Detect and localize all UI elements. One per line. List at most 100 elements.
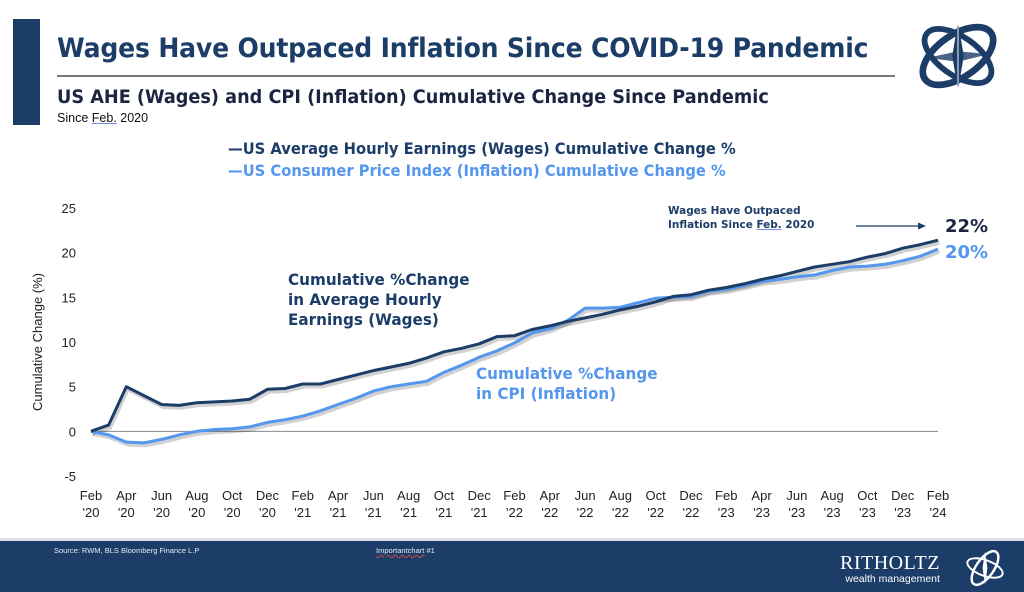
since-prefix: Since	[57, 111, 92, 125]
x-tick-label-year: '22	[612, 505, 629, 520]
outpaced-month: Feb.	[756, 218, 782, 231]
title-accent-bar	[13, 19, 40, 125]
chart-number-note: Importantchart #1	[376, 546, 435, 555]
chart-legend: —US Average Hourly Earnings (Wages) Cumu…	[228, 138, 736, 182]
cpi-annotation: Cumulative %Change in CPI (Inflation)	[476, 364, 658, 404]
x-tick-label-month: Apr	[328, 488, 349, 503]
x-tick-label-year: '21	[471, 505, 488, 520]
outpaced-prefix: Inflation Since	[668, 218, 757, 231]
title-divider	[57, 75, 895, 77]
y-tick-label: -5	[64, 469, 76, 484]
x-tick-label-year: '22	[577, 505, 594, 520]
wages-line-shadow	[91, 240, 940, 436]
cpi-series-line	[90, 247, 939, 445]
x-tick-label-month: Apr	[751, 488, 772, 503]
cpi-annotation-line: Cumulative %Change	[476, 364, 658, 383]
outpaced-annotation-line: Wages Have Outpaced	[668, 204, 801, 217]
source-note: Source: RWM, BLS Bloomberg Finance L.P	[54, 546, 200, 555]
x-tick-label-month: Feb	[715, 488, 737, 503]
x-tick-label-month: Oct	[857, 488, 878, 503]
y-tick-label: 5	[69, 380, 76, 395]
x-tick-label-month: Oct	[222, 488, 243, 503]
wages-annotation-line: in Average Hourly	[288, 290, 442, 309]
x-tick-label-month: Feb	[503, 488, 525, 503]
compass-logo-icon	[919, 17, 997, 95]
x-tick-label-month: Aug	[609, 488, 632, 503]
cpi-line-shadow	[92, 249, 941, 448]
x-tick-label-year: '21	[435, 505, 452, 520]
x-tick-label-month: Jun	[575, 488, 596, 503]
y-tick-label: 15	[62, 290, 76, 305]
x-tick-label-year: '23	[753, 505, 770, 520]
x-tick-label-month: Jun	[786, 488, 807, 503]
outpaced-annotation-line: Inflation Since Feb. 2020	[668, 218, 814, 232]
x-tick-label-year: '20	[118, 505, 135, 520]
x-tick-label-year: '21	[330, 505, 347, 520]
footer-divider	[0, 538, 1024, 541]
since-date-note: Since Feb. 2020	[57, 111, 148, 125]
x-tick-label-year: '22	[682, 505, 699, 520]
x-tick-label-year: '22	[506, 505, 523, 520]
x-tick-label-year: '20	[259, 505, 276, 520]
x-tick-label-month: Feb	[927, 488, 949, 503]
x-tick-label-year: '22	[541, 505, 558, 520]
brand-wordmark: RITHOLTZ wealth management	[840, 553, 940, 585]
page-title: Wages Have Outpaced Inflation Since COVI…	[57, 33, 869, 64]
x-tick-label-month: Dec	[468, 488, 492, 503]
since-month: Feb.	[91, 111, 117, 125]
x-tick-label-month: Oct	[434, 488, 455, 503]
y-tick-label: 0	[69, 424, 76, 439]
x-tick-label-year: '23	[718, 505, 735, 520]
x-tick-label-year: '20	[83, 505, 100, 520]
cpi-end-label: 20%	[945, 242, 989, 263]
x-tick-label-year: '23	[894, 505, 911, 520]
chart-subtitle: US AHE (Wages) and CPI (Inflation) Cumul…	[57, 86, 769, 108]
x-tick-label-month: Aug	[185, 488, 208, 503]
x-tick-label-year: '23	[859, 505, 876, 520]
x-tick-label-year: '21	[400, 505, 417, 520]
brand-name: RITHOLTZ	[840, 552, 940, 574]
x-tick-label-year: '23	[824, 505, 841, 520]
x-tick-label-year: '20	[153, 505, 170, 520]
y-axis-label: Cumulative Change (%)	[30, 273, 45, 411]
chart-number: #1	[424, 546, 435, 555]
x-tick-label-year: '22	[647, 505, 664, 520]
y-tick-label: 10	[62, 335, 76, 350]
x-tick-label-month: Oct	[646, 488, 667, 503]
series-group	[90, 238, 941, 448]
y-tick-label: 20	[62, 246, 76, 261]
y-axis: 25 20 15 10 5 0 -5	[62, 201, 76, 484]
wages-annotation-line: Cumulative %Change	[288, 270, 470, 289]
x-tick-label-year: '23	[788, 505, 805, 520]
outpaced-year: 2020	[781, 218, 815, 231]
x-tick-label-month: Feb	[292, 488, 314, 503]
outpaced-arrowhead-icon	[918, 222, 926, 230]
legend-item-wages: —US Average Hourly Earnings (Wages) Cumu…	[228, 139, 736, 158]
x-tick-label-year: '20	[224, 505, 241, 520]
wages-annotation: Cumulative %Change in Average Hourly Ear…	[288, 270, 470, 330]
wages-annotation-line: Earnings (Wages)	[288, 310, 439, 329]
x-tick-label-month: Aug	[397, 488, 420, 503]
brand-tagline: wealth management	[845, 573, 940, 585]
x-tick-label-month: Dec	[679, 488, 703, 503]
legend-item-cpi: —US Consumer Price Index (Inflation) Cum…	[228, 161, 726, 180]
x-tick-label-month: Dec	[891, 488, 915, 503]
line-chart: 25 20 15 10 5 0 -5 Cumulative Change (%) Feb '2…	[30, 201, 949, 520]
x-tick-label-month: Jun	[363, 488, 384, 503]
x-tick-label-month: Apr	[116, 488, 137, 503]
wages-series-line	[90, 238, 939, 433]
y-tick-label: 25	[62, 201, 76, 216]
x-axis: Feb '20 Apr '20 Jun '20 Aug '20 Oct '20 Dec '20 Feb '…	[80, 488, 949, 520]
x-tick-label-month: Apr	[540, 488, 561, 503]
x-tick-label-year: '21	[294, 505, 311, 520]
chart-number-word: Importantchart	[376, 546, 425, 555]
since-year: 2020	[116, 111, 149, 125]
footer-compass-logo-icon	[966, 549, 1004, 587]
outpaced-annotation: Wages Have Outpaced Inflation Since Feb.…	[668, 204, 814, 232]
x-tick-label-year: '21	[365, 505, 382, 520]
x-tick-label-month: Feb	[80, 488, 102, 503]
wages-end-label: 22%	[945, 216, 989, 237]
x-tick-label-month: Aug	[821, 488, 844, 503]
x-tick-label-year: '20	[188, 505, 205, 520]
footer-bar	[0, 541, 1024, 592]
